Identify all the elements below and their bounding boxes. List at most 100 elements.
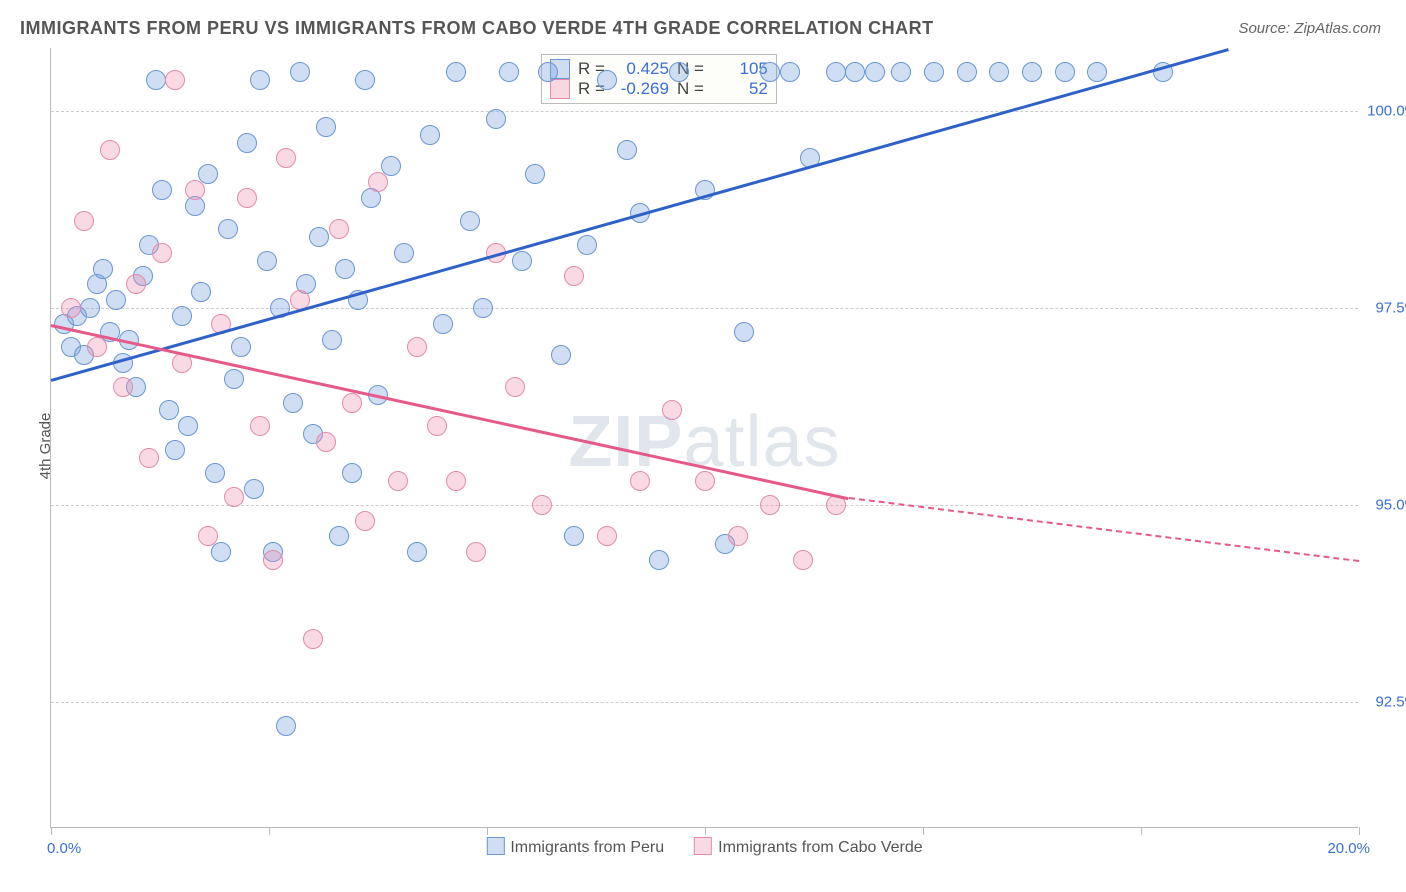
- scatter-point: [80, 298, 100, 318]
- scatter-point: [564, 526, 584, 546]
- scatter-point: [276, 148, 296, 168]
- scatter-point: [662, 400, 682, 420]
- legend: Immigrants from Peru Immigrants from Cab…: [486, 837, 922, 857]
- y-tick-label: 97.5%: [1375, 300, 1406, 317]
- stat-r-peru: 0.425: [613, 59, 669, 79]
- scatter-point: [630, 471, 650, 491]
- scatter-point: [316, 432, 336, 452]
- scatter-point: [61, 298, 81, 318]
- scatter-point: [1022, 62, 1042, 82]
- scatter-point: [1055, 62, 1075, 82]
- scatter-point: [957, 62, 977, 82]
- scatter-point: [74, 211, 94, 231]
- scatter-point: [303, 629, 323, 649]
- scatter-point: [597, 70, 617, 90]
- gridline: [51, 505, 1358, 506]
- y-tick-label: 92.5%: [1375, 693, 1406, 710]
- x-tick: [923, 827, 924, 835]
- scatter-point: [165, 70, 185, 90]
- scatter-point: [322, 330, 342, 350]
- trend-line: [849, 497, 1359, 562]
- scatter-point: [427, 416, 447, 436]
- scatter-point: [139, 448, 159, 468]
- scatter-point: [577, 235, 597, 255]
- y-tick-label: 95.0%: [1375, 496, 1406, 513]
- scatter-point: [244, 479, 264, 499]
- watermark-light: atlas: [683, 402, 840, 482]
- scatter-point: [309, 227, 329, 247]
- scatter-point: [329, 219, 349, 239]
- x-axis-min: 0.0%: [47, 840, 81, 857]
- stats-legend: R = 0.425 N = 105 R = -0.269 N = 52: [541, 54, 777, 104]
- scatter-point: [368, 172, 388, 192]
- x-tick: [1359, 827, 1360, 835]
- stats-row-cabo: R = -0.269 N = 52: [550, 79, 768, 99]
- scatter-point: [505, 377, 525, 397]
- gridline: [51, 111, 1358, 112]
- scatter-point: [87, 337, 107, 357]
- scatter-point: [329, 526, 349, 546]
- x-tick: [269, 827, 270, 835]
- scatter-point: [538, 62, 558, 82]
- scatter-point: [845, 62, 865, 82]
- legend-item-cabo: Immigrants from Cabo Verde: [694, 837, 923, 857]
- scatter-point: [316, 117, 336, 137]
- scatter-point: [597, 526, 617, 546]
- legend-swatch-cabo: [694, 837, 712, 855]
- legend-item-peru: Immigrants from Peru: [486, 837, 664, 857]
- scatter-point: [1087, 62, 1107, 82]
- scatter-point: [355, 511, 375, 531]
- scatter-point: [433, 314, 453, 334]
- stat-n-cabo: 52: [712, 79, 768, 99]
- x-tick: [1141, 827, 1142, 835]
- scatter-point: [198, 526, 218, 546]
- scatter-point: [760, 495, 780, 515]
- scatter-point: [532, 495, 552, 515]
- swatch-cabo: [550, 79, 570, 99]
- scatter-point: [355, 70, 375, 90]
- scatter-point: [231, 337, 251, 357]
- scatter-point: [342, 393, 362, 413]
- y-tick-label: 100.0%: [1367, 103, 1406, 120]
- watermark: ZIPatlas: [568, 401, 840, 483]
- scatter-point: [564, 266, 584, 286]
- scatter-point: [388, 471, 408, 491]
- x-axis-max: 20.0%: [1327, 840, 1370, 857]
- scatter-point: [924, 62, 944, 82]
- scatter-point: [989, 62, 1009, 82]
- scatter-point: [113, 377, 133, 397]
- scatter-point: [695, 471, 715, 491]
- scatter-point: [283, 393, 303, 413]
- scatter-point: [218, 219, 238, 239]
- scatter-plot: ZIPatlas R = 0.425 N = 105 R = -0.269 N …: [50, 48, 1358, 828]
- scatter-point: [865, 62, 885, 82]
- scatter-point: [290, 62, 310, 82]
- x-tick: [705, 827, 706, 835]
- scatter-point: [276, 716, 296, 736]
- scatter-point: [728, 526, 748, 546]
- scatter-point: [446, 471, 466, 491]
- scatter-point: [891, 62, 911, 82]
- scatter-point: [178, 416, 198, 436]
- scatter-point: [826, 62, 846, 82]
- chart-title: IMMIGRANTS FROM PERU VS IMMIGRANTS FROM …: [20, 18, 934, 39]
- scatter-point: [263, 550, 283, 570]
- scatter-point: [793, 550, 813, 570]
- scatter-point: [211, 542, 231, 562]
- scatter-point: [780, 62, 800, 82]
- scatter-point: [237, 133, 257, 153]
- legend-swatch-peru: [486, 837, 504, 855]
- scatter-point: [446, 62, 466, 82]
- gridline: [51, 308, 1358, 309]
- scatter-point: [335, 259, 355, 279]
- scatter-point: [191, 282, 211, 302]
- scatter-point: [152, 243, 172, 263]
- scatter-point: [250, 416, 270, 436]
- scatter-point: [466, 542, 486, 562]
- stat-r-cabo: -0.269: [613, 79, 669, 99]
- scatter-point: [224, 369, 244, 389]
- gridline: [51, 702, 1358, 703]
- scatter-point: [165, 440, 185, 460]
- scatter-point: [224, 487, 244, 507]
- stat-n-peru: 105: [712, 59, 768, 79]
